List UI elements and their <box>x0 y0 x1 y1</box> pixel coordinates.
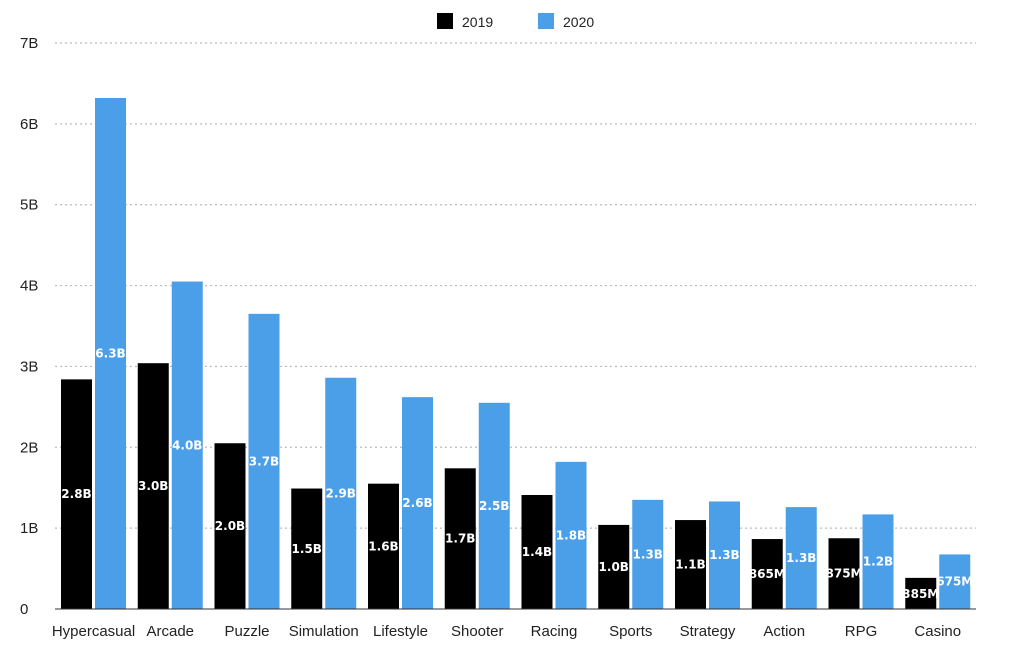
y-tick-label: 0 <box>20 601 28 618</box>
data-label: 875M <box>826 567 863 581</box>
data-labels: 2.8B 6.3B 3.0B 4.0B 2.0B 3.7B 1.5B 2.9B 1.6B 2.6B… <box>61 346 973 601</box>
bar-2019-lifestyle <box>368 483 399 609</box>
x-category-label: Lifestyle <box>373 623 428 640</box>
legend-swatch-2019 <box>437 13 453 29</box>
bar-2020-rpg <box>862 514 894 609</box>
y-tick-label: 7B <box>20 35 38 52</box>
data-label: 1.0B <box>599 560 629 574</box>
bar-2020-racing <box>555 461 587 609</box>
legend-label-2019: 2019 <box>462 14 493 30</box>
x-category-label: RPG <box>845 623 878 640</box>
bar-2020-hypercasual <box>95 97 126 610</box>
data-label: 4.0B <box>172 438 202 452</box>
bar-2019-action <box>751 539 783 609</box>
y-tick-label: 4B <box>20 278 38 295</box>
legend-swatch-2020 <box>538 13 554 29</box>
bar-2019-puzzle <box>214 443 246 609</box>
y-tick-label: 5B <box>20 197 38 214</box>
x-category-label: Simulation <box>289 623 359 640</box>
data-label: 3.0B <box>138 479 168 493</box>
data-label: 1.7B <box>445 532 475 546</box>
bar-2019-sports <box>598 524 630 609</box>
x-category-label: Sports <box>609 623 652 640</box>
bar-2019-hypercasual <box>61 379 92 609</box>
bar-2019-racing <box>521 494 553 609</box>
data-label: 675M <box>936 575 973 589</box>
x-category-label: Hypercasual <box>52 623 135 640</box>
data-label: 1.3B <box>786 551 816 565</box>
data-label: 2.8B <box>61 487 91 501</box>
y-tick-label: 3B <box>20 358 38 375</box>
bar-2020-strategy <box>709 501 740 609</box>
data-label: 1.1B <box>675 558 705 572</box>
data-label: 385M <box>902 587 939 601</box>
data-label: 6.3B <box>95 346 125 360</box>
data-label: 3.7B <box>249 454 279 468</box>
y-axis-tick-labels: 0 1B 2B 3B 4B 5B 6B 7B <box>20 35 38 618</box>
data-label: 2.9B <box>326 486 356 500</box>
x-category-label: Casino <box>914 623 961 640</box>
y-tick-label: 6B <box>20 116 38 133</box>
bars <box>61 97 971 610</box>
data-label: 2.5B <box>479 499 509 513</box>
x-category-label: Racing <box>531 623 578 640</box>
legend: 2019 2020 <box>437 13 594 30</box>
x-category-label: Action <box>763 623 805 640</box>
bar-2019-casino <box>905 577 937 609</box>
data-label: 1.8B <box>556 528 586 542</box>
x-category-label: Strategy <box>680 623 736 640</box>
bar-2020-sports <box>632 499 664 609</box>
data-label: 2.6B <box>402 496 432 510</box>
data-label: 1.5B <box>292 542 322 556</box>
bar-2020-shooter <box>478 402 510 609</box>
legend-label-2020: 2020 <box>563 14 594 30</box>
bar-2019-strategy <box>675 520 706 609</box>
bar-2020-casino <box>939 554 971 609</box>
data-label: 2.0B <box>215 519 245 533</box>
bar-2020-puzzle <box>248 313 280 609</box>
x-category-label: Shooter <box>451 623 504 640</box>
data-label: 1.3B <box>633 547 663 561</box>
bar-2020-lifestyle <box>402 397 433 609</box>
bar-2019-arcade <box>137 363 169 609</box>
gridlines <box>55 42 976 529</box>
bar-2019-rpg <box>828 538 860 609</box>
data-label: 1.2B <box>863 555 893 569</box>
data-label: 1.3B <box>709 548 739 562</box>
x-category-label: Puzzle <box>224 623 269 640</box>
data-label: 865M <box>749 567 786 581</box>
bar-2020-arcade <box>171 281 203 609</box>
y-tick-label: 1B <box>20 520 38 537</box>
data-label: 1.6B <box>368 539 398 553</box>
x-category-label: Arcade <box>146 623 194 640</box>
bar-2020-simulation <box>325 377 357 609</box>
x-axis-category-labels: Hypercasual Arcade Puzzle Simulation Lifesty… <box>52 623 961 640</box>
data-label: 1.4B <box>522 545 552 559</box>
bar-2020-action <box>785 507 817 609</box>
y-tick-label: 2B <box>20 439 38 456</box>
bar-2019-shooter <box>444 468 476 609</box>
bar-2019-simulation <box>291 488 323 609</box>
